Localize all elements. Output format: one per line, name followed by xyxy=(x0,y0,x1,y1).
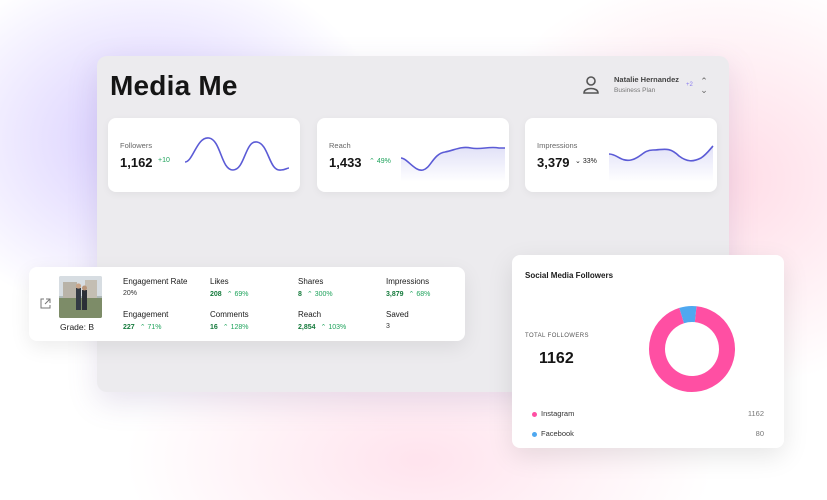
card-title: Social Media Followers xyxy=(525,271,614,280)
app-title: Media Me xyxy=(110,70,238,101)
stat-label: Followers xyxy=(120,141,153,150)
social-followers-card: Social Media Followers TOTAL FOLLOWERS 1… xyxy=(512,255,784,448)
legend-item-facebook[interactable]: Facebook 80 xyxy=(532,429,764,441)
chevron-updown-icon[interactable]: ⌃ ⌄ xyxy=(700,76,708,95)
followers-stat-card[interactable]: Followers 1,162 +10 xyxy=(108,118,300,192)
total-followers-label: TOTAL FOLLOWERS xyxy=(525,333,589,339)
donut-slice-facebook[interactable] xyxy=(679,306,697,324)
reach-stat-card[interactable]: Reach 1,433 ⌃ 49% xyxy=(317,118,509,192)
post-image xyxy=(59,276,102,318)
user-badge: +2 xyxy=(686,82,693,88)
post-grade: Grade: B xyxy=(60,322,95,332)
post-thumbnail[interactable] xyxy=(59,276,102,318)
legend-name: Facebook xyxy=(541,429,574,438)
stat-value: 3,379 xyxy=(537,155,570,170)
external-link-icon[interactable] xyxy=(40,298,51,309)
donut-slice-instagram[interactable] xyxy=(649,306,735,392)
user-plan: Business Plan xyxy=(614,87,656,94)
legend-item-instagram[interactable]: Instagram 1162 xyxy=(532,409,764,421)
instagram-dot xyxy=(532,412,537,417)
post-performance-card: Grade: B Engagement Rate 20% Likes 208 ⌃ … xyxy=(29,267,465,341)
stat-value: 1,162 xyxy=(120,155,153,170)
reach-sparkline xyxy=(400,146,505,182)
stat-value: 1,433 xyxy=(329,155,362,170)
impressions-stat-card[interactable]: Impressions 3,379 ⌄ 33% xyxy=(525,118,717,192)
legend-value: 80 xyxy=(755,429,764,438)
metric-shares: Shares 8 ⌃ 300% xyxy=(298,277,333,298)
metric-comments: Comments 16 ⌃ 128% xyxy=(210,310,249,331)
impressions-sparkline xyxy=(608,145,714,182)
metric-impressions: Impressions 3,879 ⌃ 68% xyxy=(386,277,431,298)
metric-engagement: Engagement 227 ⌃ 71% xyxy=(123,310,169,331)
stat-change: +10 xyxy=(158,157,170,164)
followers-donut-chart[interactable] xyxy=(646,303,738,395)
facebook-dot xyxy=(532,432,537,437)
user-name: Natalie Hernandez xyxy=(614,75,680,84)
metric-reach: Reach 2,854 ⌃ 103% xyxy=(298,310,347,331)
metric-likes: Likes 208 ⌃ 69% xyxy=(210,277,249,298)
metric-engagement-rate: Engagement Rate 20% xyxy=(123,277,188,297)
user-icon xyxy=(583,76,599,94)
stat-label: Reach xyxy=(329,141,351,150)
legend-value: 1162 xyxy=(747,409,764,418)
legend-name: Instagram xyxy=(541,409,575,418)
stat-label: Impressions xyxy=(537,141,578,150)
total-followers-value: 1162 xyxy=(539,350,574,367)
stat-change: ⌄ 33% xyxy=(575,158,597,165)
metric-saved: Saved 3 xyxy=(386,310,409,330)
stat-change: ⌃ 49% xyxy=(369,158,391,165)
user-menu[interactable]: Natalie Hernandez Business Plan +2 ⌃ ⌄ xyxy=(583,74,723,98)
followers-sparkline xyxy=(184,137,290,171)
